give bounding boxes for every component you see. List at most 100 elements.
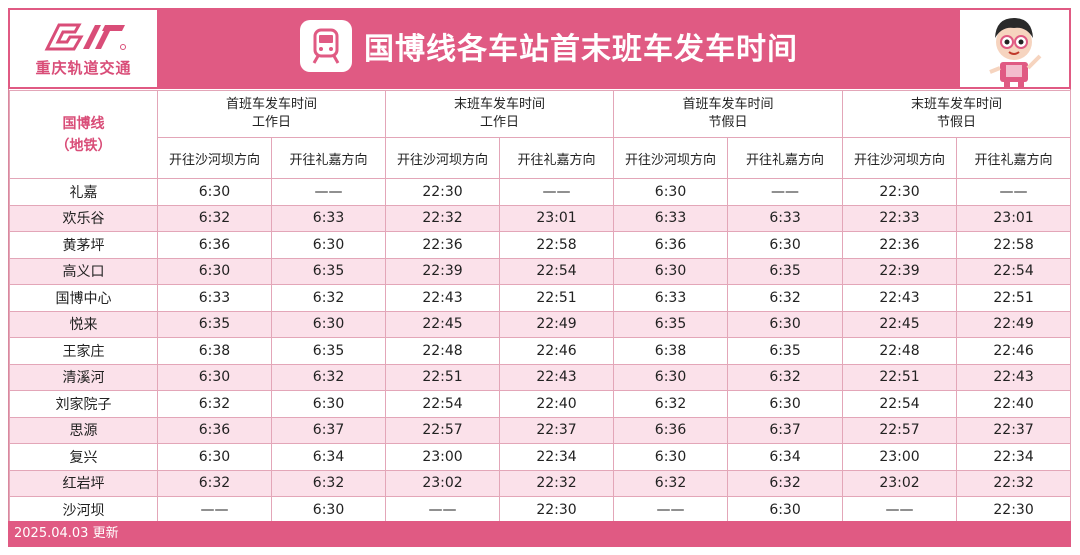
departure-time: 6:33 bbox=[613, 284, 729, 312]
departure-time: 6:30 bbox=[157, 178, 272, 206]
departure-time: 6:33 bbox=[613, 204, 729, 232]
departure-time: 22:51 bbox=[956, 284, 1072, 312]
departure-time: 22:57 bbox=[842, 416, 958, 444]
departure-time: —— bbox=[956, 178, 1072, 206]
mascot bbox=[960, 10, 1069, 87]
table-row: 红岩坪 6:32 6:32 23:02 22:32 6:32 6:32 23:02 22:32 bbox=[9, 469, 1072, 497]
departure-time: 6:32 bbox=[270, 284, 387, 312]
table-row: 礼嘉 6:30 —— 22:30 —— 6:30 —— 22:30 —— bbox=[9, 178, 1072, 206]
departure-time: 6:30 bbox=[157, 257, 272, 285]
departure-time: 6:37 bbox=[727, 416, 844, 444]
departure-time: 6:35 bbox=[727, 337, 844, 365]
departure-time: 22:36 bbox=[842, 231, 958, 259]
logo: 重庆轨道交通 bbox=[10, 10, 157, 87]
departure-time: 22:40 bbox=[956, 390, 1072, 418]
departure-time: 23:02 bbox=[842, 469, 958, 497]
departure-time: 6:30 bbox=[157, 363, 272, 391]
direction-header: 开往沙河坝方向 bbox=[842, 137, 958, 179]
departure-time: 6:32 bbox=[727, 469, 844, 497]
mascot-icon bbox=[989, 18, 1042, 87]
departure-time: —— bbox=[613, 496, 729, 524]
departure-time: 23:02 bbox=[385, 469, 501, 497]
departure-time: 6:30 bbox=[613, 363, 729, 391]
departure-time: 22:48 bbox=[385, 337, 501, 365]
departure-time: 22:57 bbox=[385, 416, 501, 444]
departure-time: 6:30 bbox=[613, 178, 729, 206]
direction-header: 开往礼嘉方向 bbox=[956, 137, 1072, 179]
departure-time: 6:34 bbox=[727, 443, 844, 471]
departure-time: 6:30 bbox=[270, 390, 387, 418]
departure-time: 6:30 bbox=[270, 496, 387, 524]
station-name: 思源 bbox=[9, 416, 158, 444]
group-daytype: 工作日 bbox=[252, 115, 292, 130]
table-row: 沙河坝 —— 6:30 —— 22:30 —— 6:30 —— 22:30 bbox=[9, 496, 1072, 524]
table-row: 悦来 6:35 6:30 22:45 22:49 6:35 6:30 22:45 22:49 bbox=[9, 310, 1072, 338]
departure-time: 6:32 bbox=[270, 363, 387, 391]
departure-time: 6:33 bbox=[157, 284, 272, 312]
departure-time: 22:43 bbox=[385, 284, 501, 312]
departure-time: 6:30 bbox=[727, 310, 844, 338]
table-row: 清溪河 6:30 6:32 22:51 22:43 6:30 6:32 22:51 22:43 bbox=[9, 363, 1072, 391]
departure-time: 23:00 bbox=[385, 443, 501, 471]
departure-time: 6:38 bbox=[613, 337, 729, 365]
departure-time: 22:51 bbox=[385, 363, 501, 391]
departure-time: 22:36 bbox=[385, 231, 501, 259]
departure-time: 22:32 bbox=[499, 469, 615, 497]
departure-time: 6:32 bbox=[157, 469, 272, 497]
departure-time: 22:43 bbox=[956, 363, 1072, 391]
group-daytype: 节假日 bbox=[937, 115, 977, 130]
departure-time: 6:30 bbox=[613, 257, 729, 285]
departure-time: 22:39 bbox=[385, 257, 501, 285]
departure-time: 22:45 bbox=[842, 310, 958, 338]
departure-time: —— bbox=[270, 178, 387, 206]
table-row: 高义口 6:30 6:35 22:39 22:54 6:30 6:35 22:39 22:54 bbox=[9, 257, 1072, 285]
station-name: 红岩坪 bbox=[9, 469, 158, 497]
departure-time: 6:32 bbox=[727, 284, 844, 312]
group-title: 末班车发车时间 bbox=[454, 97, 546, 112]
departure-time: 6:36 bbox=[157, 231, 272, 259]
departure-time: 22:32 bbox=[956, 469, 1072, 497]
departure-time: 6:35 bbox=[270, 257, 387, 285]
train-icon bbox=[300, 20, 352, 72]
departure-time: 6:34 bbox=[270, 443, 387, 471]
departure-time: 6:32 bbox=[157, 204, 272, 232]
header-bar bbox=[8, 8, 1071, 89]
direction-header: 开往礼嘉方向 bbox=[270, 137, 387, 179]
direction-header: 开往礼嘉方向 bbox=[727, 137, 844, 179]
departure-time: 23:00 bbox=[842, 443, 958, 471]
departure-time: 22:37 bbox=[499, 416, 615, 444]
departure-time: 6:32 bbox=[157, 390, 272, 418]
departure-time: 22:30 bbox=[842, 178, 958, 206]
group-header: 末班车发车时间 节假日 bbox=[842, 90, 1072, 138]
group-title: 末班车发车时间 bbox=[911, 97, 1003, 112]
line-name-cell: 国博线 （地铁） bbox=[9, 90, 158, 179]
departure-time: 6:35 bbox=[270, 337, 387, 365]
direction-header: 开往沙河坝方向 bbox=[613, 137, 729, 179]
departure-time: —— bbox=[499, 178, 615, 206]
departure-time: 22:34 bbox=[956, 443, 1072, 471]
table-row: 刘家院子 6:32 6:30 22:54 22:40 6:32 6:30 22:54 22:40 bbox=[9, 390, 1072, 418]
departure-time: —— bbox=[157, 496, 272, 524]
group-title: 首班车发车时间 bbox=[682, 97, 774, 112]
departure-time: 6:32 bbox=[613, 390, 729, 418]
direction-header: 开往礼嘉方向 bbox=[499, 137, 615, 179]
departure-time: 22:33 bbox=[842, 204, 958, 232]
departure-time: 6:32 bbox=[727, 363, 844, 391]
table-row: 思源 6:36 6:37 22:57 22:37 6:36 6:37 22:57 22:37 bbox=[9, 416, 1072, 444]
departure-time: 6:30 bbox=[270, 310, 387, 338]
group-daytype: 节假日 bbox=[708, 115, 748, 130]
departure-time: 6:30 bbox=[727, 390, 844, 418]
station-name: 高义口 bbox=[9, 257, 158, 285]
departure-time: —— bbox=[385, 496, 501, 524]
departure-time: 22:58 bbox=[499, 231, 615, 259]
departure-time: 6:33 bbox=[727, 204, 844, 232]
departure-time: 22:46 bbox=[956, 337, 1072, 365]
departure-time: 22:54 bbox=[385, 390, 501, 418]
group-header: 末班车发车时间 工作日 bbox=[385, 90, 615, 138]
group-title: 首班车发车时间 bbox=[226, 97, 318, 112]
departure-time: —— bbox=[842, 496, 958, 524]
departure-time: 22:48 bbox=[842, 337, 958, 365]
direction-header: 开往沙河坝方向 bbox=[157, 137, 272, 179]
station-name: 黄茅坪 bbox=[9, 231, 158, 259]
departure-time: 22:43 bbox=[842, 284, 958, 312]
